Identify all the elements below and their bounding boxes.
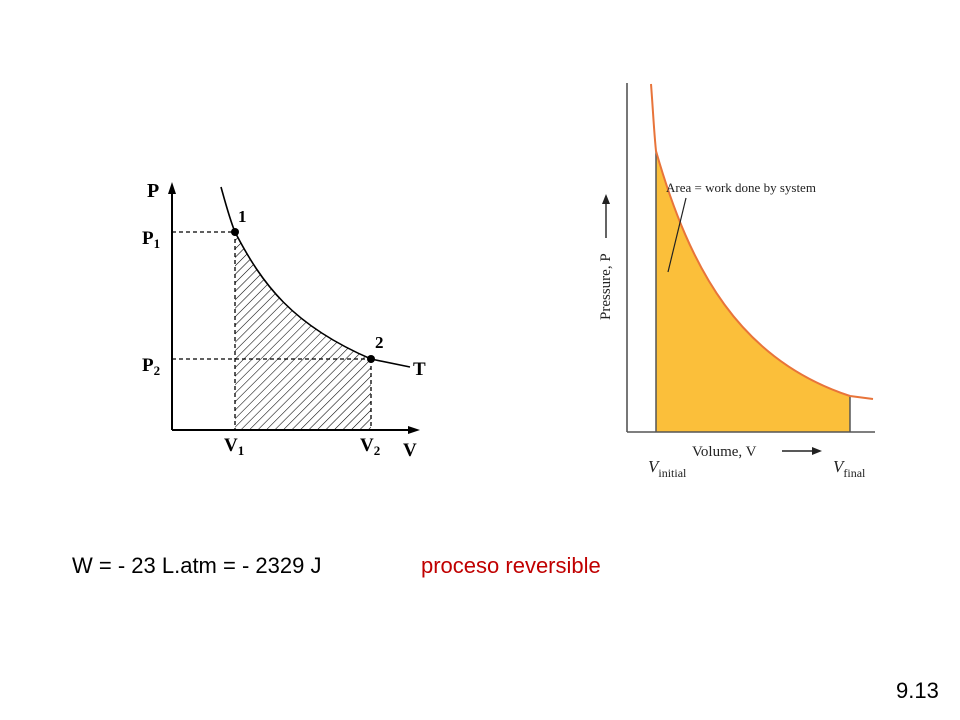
v1-label: V1 — [224, 435, 244, 458]
p-axis-label: P — [147, 180, 159, 202]
state-point-1 — [231, 228, 239, 236]
v-axis-arrow — [408, 426, 420, 434]
v-final-label: Vfinal — [833, 457, 866, 480]
v2-label: V2 — [360, 435, 380, 458]
work-area-hatch — [235, 232, 371, 430]
isotherm-curve — [220, 186, 411, 368]
work-area-fill — [656, 151, 850, 432]
v-axis-label: V — [403, 440, 417, 461]
point-2-label: 2 — [375, 333, 384, 352]
isotherm-label: T — [413, 359, 426, 380]
v-initial-label: Vinitial — [648, 457, 687, 480]
slide-number: 9.13 — [896, 678, 939, 703]
volume-arrow-head — [812, 447, 822, 455]
p2-label: P2 — [142, 355, 160, 378]
volume-axis-label: Volume, V — [692, 444, 757, 460]
pressure-arrow-head — [602, 194, 610, 204]
point-1-label: 1 — [238, 207, 247, 226]
process-label: proceso reversible — [421, 553, 601, 578]
p1-label: P1 — [142, 228, 160, 251]
work-area-annotation: Area = work done by system — [666, 180, 816, 195]
pressure-curve — [650, 83, 874, 400]
p-axis-arrow — [168, 182, 176, 194]
work-formula: W = - 23 L.atm = - 2329 J — [72, 553, 322, 578]
state-point-2 — [367, 355, 375, 363]
pressure-axis-label: Pressure, P — [598, 253, 614, 320]
annotation-pointer — [667, 197, 687, 273]
